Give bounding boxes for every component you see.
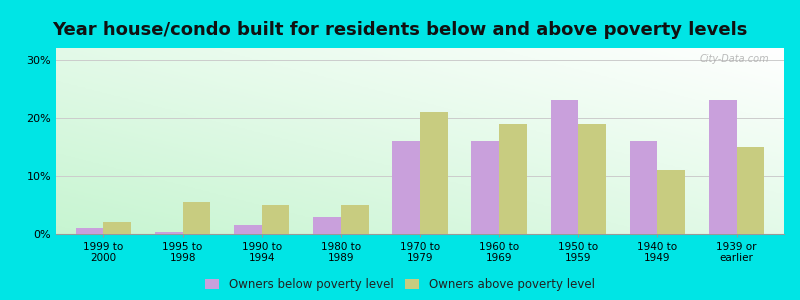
Bar (392, 141, 420, 234)
Bar (550, 100, 578, 234)
Bar (499, 124, 527, 234)
Bar (658, 170, 685, 234)
Text: Year house/condo built for residents below and above poverty levels: Year house/condo built for residents bel… (52, 21, 748, 39)
Bar (262, 205, 290, 234)
Bar (420, 112, 448, 234)
Bar (76, 228, 103, 234)
Text: City-Data.com: City-Data.com (700, 54, 770, 64)
Bar (103, 222, 131, 234)
Bar (234, 225, 262, 234)
Bar (182, 202, 210, 234)
Legend: Owners below poverty level, Owners above poverty level: Owners below poverty level, Owners above… (205, 278, 595, 291)
Bar (737, 147, 764, 234)
Bar (155, 232, 182, 234)
Bar (630, 141, 658, 234)
Bar (341, 205, 369, 234)
Bar (578, 124, 606, 234)
Bar (471, 141, 499, 234)
Bar (313, 217, 341, 234)
Bar (709, 100, 737, 234)
